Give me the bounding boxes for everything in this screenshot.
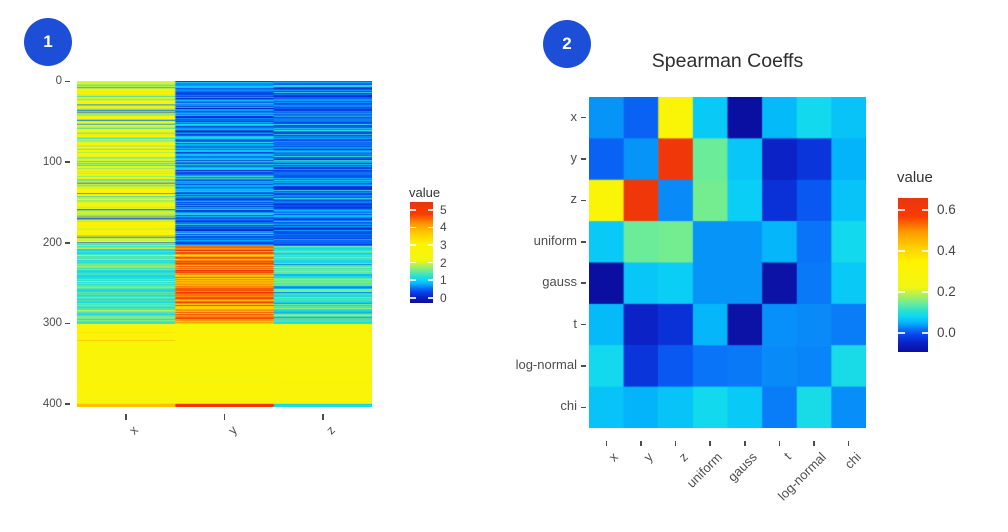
y-axis-tick-label: uniform [533,232,577,248]
y-axis-tick-mark [581,199,586,202]
legend-tick-mark [921,250,928,252]
x-axis-tick-mark [223,414,226,420]
y-axis-tick-label: t [573,315,577,331]
legend-tick-mark [410,226,416,229]
legend-tick-label: 0.0 [937,324,956,340]
y-axis-tick-label: 300 [42,317,62,330]
y-axis-tick-mark [581,365,586,367]
legend-tick-label: 3 [440,238,447,253]
y-axis-tick-label: 0 [55,75,62,88]
y-axis-tick-label: x [570,108,578,124]
y-axis-tick-label: 400 [42,398,62,411]
x-axis-tick-label: z [323,423,338,438]
legend-tick-label: 0 [440,290,447,305]
legend-tick-mark [921,291,928,293]
legend-tick-mark [427,296,433,299]
legend-tick-mark [921,209,928,211]
x-axis-tick-mark [322,414,324,420]
y-axis-tick-label: z [570,191,578,207]
legend-tick-label: 0.2 [937,283,956,299]
y-axis-tick-mark [65,161,70,163]
y-axis-tick-label: y [570,150,578,166]
x-axis-tick-mark [125,414,127,420]
legend1-colorbar [410,202,433,303]
y-axis-tick-label: log-normal [515,356,577,372]
x-axis-tick-label: x [126,423,142,438]
legend-tick-mark [921,332,928,334]
x-axis-tick-mark [847,441,850,446]
y-axis-tick-mark [581,323,586,326]
y-axis-tick-mark [581,406,586,409]
y-axis-tick-label: 200 [42,236,62,249]
y-axis-tick-label: gauss [542,274,577,290]
legend-tick-mark [427,261,433,264]
y-axis-tick-mark [65,80,70,83]
legend-tick-mark [427,279,433,281]
legend-tick-label: 5 [440,202,447,217]
y-axis-tick-mark [581,158,586,160]
legend1-title: value [409,185,441,200]
legend-tick-label: 4 [440,220,447,235]
legend-tick-mark [898,209,905,211]
legend-tick-mark [427,226,433,229]
x-axis-tick-mark [605,441,608,446]
x-axis-tick-mark [640,441,642,446]
legend-tick-mark [410,296,416,299]
legend2-title: value [897,169,933,186]
legend-tick-label: 0.4 [937,243,956,259]
legend-tick-label: 0.6 [937,202,956,218]
legend-tick-mark [427,209,433,211]
chart2-title: Spearman Coeffs [651,50,804,72]
x-axis-tick-mark [778,441,781,446]
y-axis-tick-label: 100 [42,156,62,169]
y-axis-tick-mark [581,116,586,119]
y-axis-tick-mark [581,282,586,284]
legend-tick-mark [427,244,433,246]
legend-tick-label: 2 [440,255,447,270]
legend2-colorbar [898,198,928,352]
y-axis-tick-mark [581,241,586,243]
y-axis-tick-label: chi [560,398,577,414]
x-axis-tick-mark [709,441,711,446]
y-axis-tick-mark [65,403,70,405]
legend-tick-mark [410,279,416,281]
legend-tick-label: 1 [440,273,447,288]
legend-tick-mark [898,291,905,293]
legend-tick-mark [410,261,416,264]
x-axis-tick-mark [744,441,746,446]
legend-tick-mark [898,332,905,334]
random-heatmap-plot[interactable] [77,81,372,407]
y-axis-tick-mark [65,322,70,325]
x-axis-tick-mark [674,441,677,446]
y-axis-tick-mark [65,241,70,244]
spearman-heatmap-plot[interactable] [589,97,866,428]
legend-tick-mark [898,250,905,252]
legend-tick-mark [410,209,416,211]
x-axis-tick-mark [813,441,815,446]
step-badge-1: 1 [24,18,72,66]
legend-tick-mark [410,244,416,246]
x-axis-tick-label: y [225,423,240,438]
step-badge-2: 2 [543,20,591,68]
